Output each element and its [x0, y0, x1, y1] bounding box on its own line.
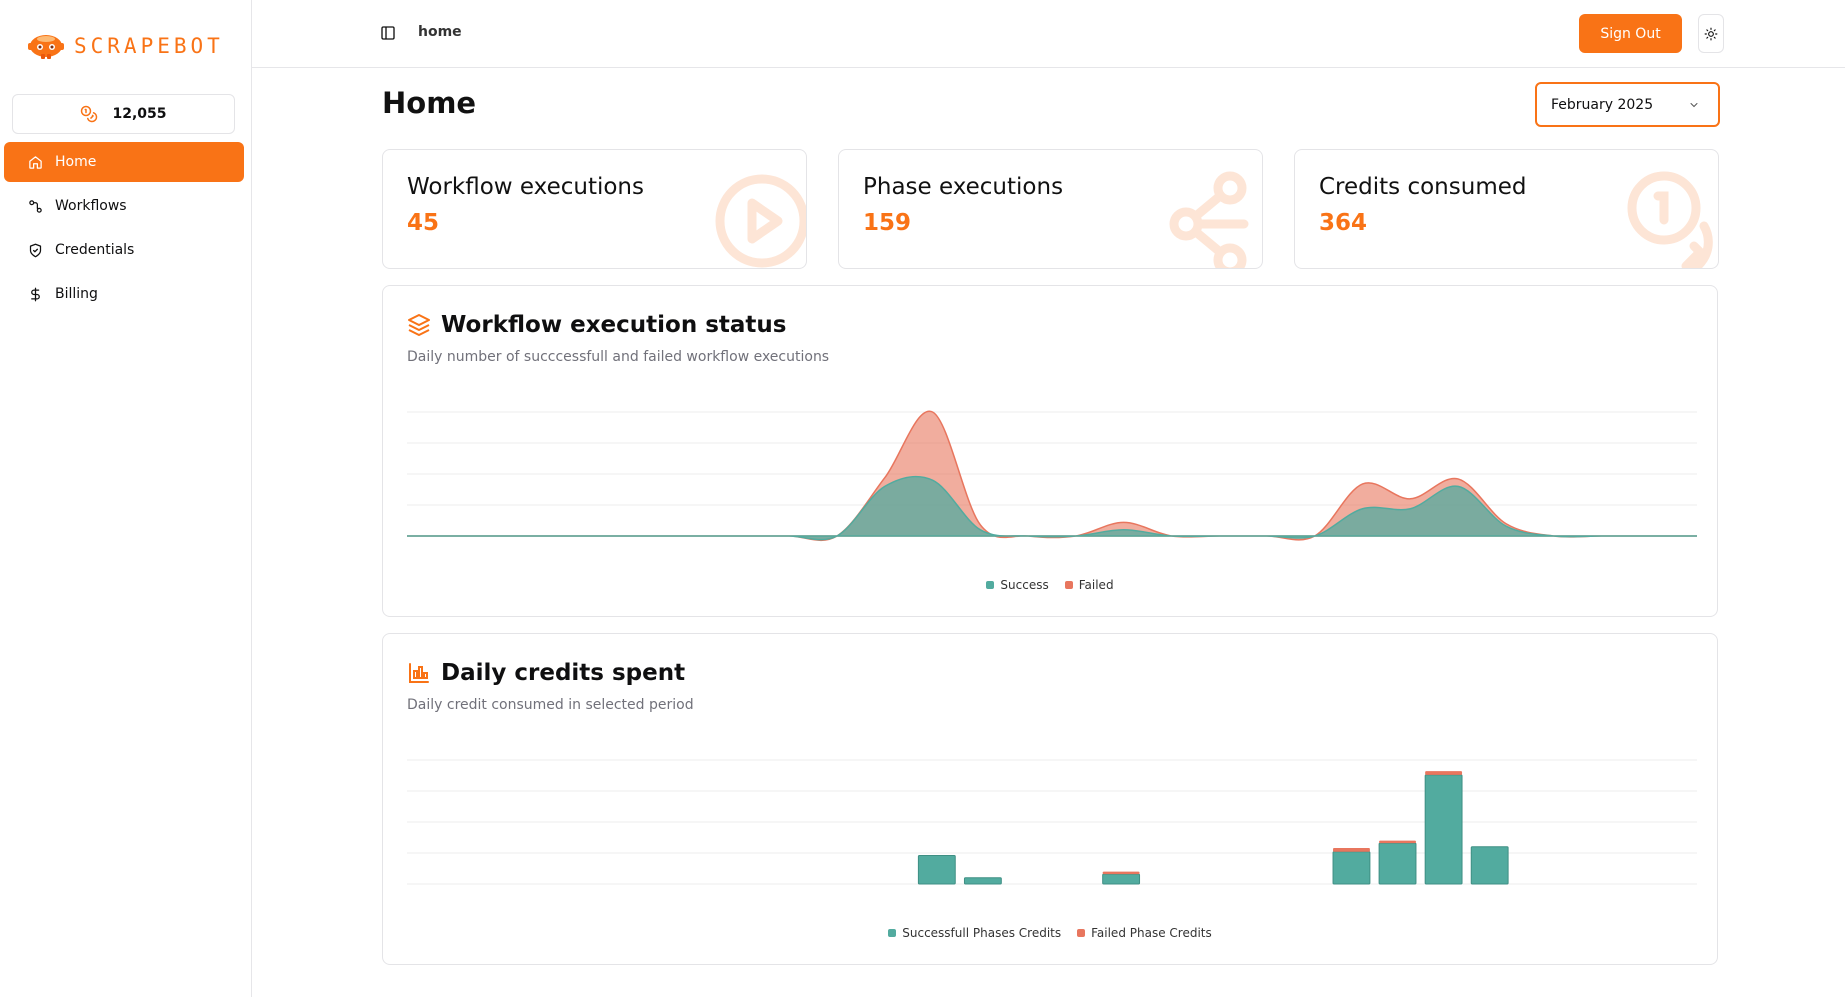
sidebar-item-label: Workflows: [55, 198, 127, 214]
sidebar-item-workflows[interactable]: Workflows: [4, 186, 244, 226]
card-title: Workflow execution status: [407, 312, 786, 338]
credits-balance[interactable]: 12,055: [12, 94, 235, 134]
sidebar-item-billing[interactable]: Billing: [4, 274, 244, 314]
period-select-value: February 2025: [1551, 96, 1654, 113]
home-icon: [29, 155, 42, 169]
credits-bar-chart[interactable]: Feb 2Feb 4Feb 6Feb 8Feb 10Feb 12Feb 14Fe…: [383, 634, 1719, 894]
layers-icon: [408, 314, 430, 336]
stat-value: 45: [407, 210, 440, 236]
card-title-text: Daily credits spent: [441, 660, 686, 686]
legend-swatch: [986, 581, 995, 589]
card-subtitle: Daily number of succcessfull and failed …: [407, 349, 830, 365]
logo-text: SCRAPEBOT: [74, 34, 224, 58]
theme-toggle-button[interactable]: [1698, 14, 1724, 53]
waypoints-icon: [1169, 171, 1249, 268]
bar-chart-icon: [409, 663, 429, 683]
credits-value: 12,055: [112, 106, 167, 122]
sidebar-item-credentials[interactable]: Credentials: [4, 230, 244, 270]
area-legend-item[interactable]: Failed: [1064, 578, 1114, 592]
legend-label: Successfull Phases Credits: [902, 926, 1062, 940]
legend-swatch: [1064, 581, 1073, 589]
stat-label: Phase executions: [863, 174, 1064, 200]
chevron-down-icon: [1690, 102, 1698, 107]
sidebar-toggle-button[interactable]: [378, 23, 398, 43]
execution-status-card: Workflow execution status Daily number o…: [382, 285, 1718, 617]
card-title: Daily credits spent: [407, 660, 685, 686]
legend-label: Failed: [1078, 578, 1114, 592]
bar-success[interactable]: [1102, 873, 1141, 885]
coins-icon: [81, 105, 98, 123]
stat-label: Credits consumed: [1319, 174, 1527, 200]
robot-logo-icon: [28, 35, 64, 59]
bar-failed[interactable]: [1333, 848, 1370, 852]
legend-label: Failed Phase Credits: [1091, 926, 1212, 940]
stat-value: 364: [1319, 210, 1368, 236]
series-failed-area[interactable]: [406, 410, 1697, 542]
dollar-icon: [31, 287, 40, 301]
sidebar-nav: Home Workflows Credentials Billing: [4, 142, 244, 318]
legend-swatch: [1077, 929, 1086, 937]
bar-success[interactable]: [1424, 774, 1463, 885]
page-title: Home: [382, 86, 477, 120]
sign-out-button[interactable]: Sign Out: [1579, 14, 1682, 53]
chart-legend: Success Failed: [383, 578, 1717, 592]
play-circle-icon: [715, 174, 806, 268]
sidebar: SCRAPEBOT 12,055 Home Workflows Credenti…: [0, 0, 252, 997]
bar-failed[interactable]: [1425, 771, 1463, 775]
breadcrumb[interactable]: home: [418, 24, 462, 40]
area-legend-item[interactable]: Success: [986, 578, 1049, 592]
daily-credits-card: Daily credits spent Daily credit consume…: [382, 633, 1718, 965]
bar-success[interactable]: [963, 877, 1002, 885]
legend-label: Success: [1000, 578, 1049, 592]
bar-failed[interactable]: [1102, 871, 1140, 875]
bar-success[interactable]: [1332, 851, 1371, 885]
bar-success[interactable]: [917, 854, 956, 885]
workflow-icon: [29, 199, 42, 213]
sun-icon: [1704, 27, 1718, 40]
sidebar-item-home[interactable]: Home: [4, 142, 244, 182]
series-success-area[interactable]: [406, 475, 1697, 541]
bar-success[interactable]: [1378, 842, 1417, 885]
period-select[interactable]: February 2025: [1535, 82, 1720, 127]
coins-icon: [1627, 171, 1713, 268]
top-header: home Sign Out: [252, 0, 1845, 68]
legend-swatch: [888, 929, 897, 937]
shield-icon: [29, 243, 42, 257]
sidebar-item-label: Credentials: [55, 242, 135, 258]
bar-legend-item[interactable]: Failed Phase Credits: [1077, 926, 1212, 940]
stat-value: 159: [863, 210, 912, 236]
card-title-text: Workflow execution status: [441, 312, 787, 338]
execution-area-chart[interactable]: Feb 2Feb 4Feb 6Feb 8Feb 10Feb 12Feb 14Fe…: [383, 286, 1719, 546]
chart-legend: Successfull Phases Credits Failed Phase C…: [383, 926, 1717, 940]
stat-card-credits-consumed: Credits consumed 364: [1294, 149, 1719, 269]
stat-card-phase-executions: Phase executions 159: [838, 149, 1263, 269]
sidebar-item-label: Home: [55, 154, 97, 170]
sidebar-item-label: Billing: [55, 286, 98, 302]
card-subtitle: Daily credit consumed in selected period: [407, 697, 694, 713]
bar-legend-item[interactable]: Successfull Phases Credits: [888, 926, 1061, 940]
app-logo[interactable]: SCRAPEBOT: [26, 28, 224, 64]
panel-left-icon: [381, 26, 395, 40]
bar-failed[interactable]: [1379, 840, 1416, 844]
stat-card-workflow-executions: Workflow executions 45: [382, 149, 807, 269]
bar-success[interactable]: [1470, 846, 1509, 885]
stat-label: Workflow executions: [407, 174, 644, 200]
